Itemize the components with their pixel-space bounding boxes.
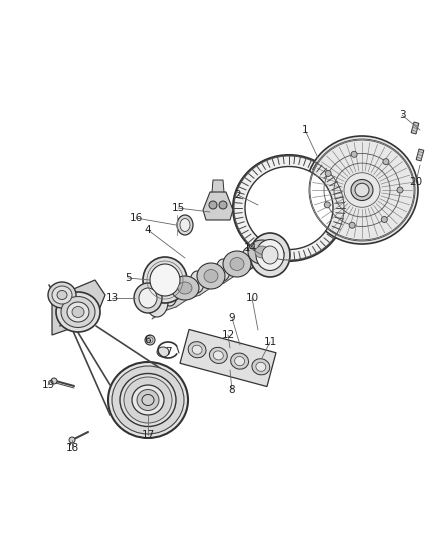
Ellipse shape: [56, 292, 100, 332]
Text: 3: 3: [399, 110, 405, 120]
Ellipse shape: [248, 240, 276, 264]
Ellipse shape: [242, 247, 256, 269]
Ellipse shape: [223, 251, 251, 277]
Text: 2: 2: [235, 190, 241, 200]
Polygon shape: [164, 285, 176, 311]
Text: 19: 19: [41, 380, 55, 390]
Polygon shape: [200, 269, 212, 295]
Ellipse shape: [230, 257, 244, 271]
Ellipse shape: [204, 270, 218, 282]
Ellipse shape: [213, 351, 223, 360]
Ellipse shape: [250, 233, 290, 277]
Text: 9: 9: [229, 313, 235, 323]
Ellipse shape: [188, 342, 206, 358]
Ellipse shape: [245, 166, 333, 249]
Circle shape: [351, 151, 357, 157]
Polygon shape: [152, 293, 164, 319]
Ellipse shape: [108, 362, 188, 438]
Ellipse shape: [233, 155, 345, 261]
Ellipse shape: [265, 236, 279, 258]
Text: 8: 8: [229, 385, 235, 395]
Ellipse shape: [355, 183, 369, 197]
Ellipse shape: [112, 366, 184, 434]
Ellipse shape: [180, 219, 190, 231]
Ellipse shape: [192, 345, 202, 354]
Ellipse shape: [143, 257, 187, 303]
Text: 10: 10: [245, 293, 258, 303]
Ellipse shape: [255, 246, 269, 258]
Circle shape: [324, 202, 330, 208]
Text: 7: 7: [165, 347, 171, 357]
Polygon shape: [224, 257, 236, 283]
Polygon shape: [212, 180, 224, 192]
Ellipse shape: [150, 264, 180, 296]
Polygon shape: [248, 245, 260, 271]
Ellipse shape: [132, 385, 164, 415]
Text: 1: 1: [302, 125, 308, 135]
Ellipse shape: [137, 390, 159, 410]
Ellipse shape: [120, 374, 176, 426]
Polygon shape: [416, 149, 424, 161]
Circle shape: [383, 159, 389, 165]
Ellipse shape: [231, 353, 248, 369]
Text: 13: 13: [106, 293, 119, 303]
Ellipse shape: [252, 359, 270, 375]
Ellipse shape: [134, 283, 162, 313]
Text: 11: 11: [263, 337, 277, 347]
Polygon shape: [411, 122, 419, 134]
Ellipse shape: [67, 302, 89, 322]
Text: 15: 15: [171, 203, 185, 213]
Circle shape: [325, 171, 331, 176]
Ellipse shape: [209, 348, 227, 364]
Ellipse shape: [124, 377, 172, 423]
Ellipse shape: [61, 296, 95, 327]
Ellipse shape: [262, 246, 278, 264]
Polygon shape: [236, 249, 248, 275]
Circle shape: [349, 222, 355, 228]
Ellipse shape: [197, 263, 225, 289]
Circle shape: [381, 216, 387, 222]
Ellipse shape: [163, 284, 177, 306]
Polygon shape: [260, 239, 272, 263]
Ellipse shape: [72, 306, 84, 318]
Circle shape: [145, 335, 155, 345]
Polygon shape: [176, 281, 188, 307]
Text: 12: 12: [221, 330, 235, 340]
Text: 6: 6: [145, 335, 151, 345]
Ellipse shape: [48, 282, 76, 308]
Circle shape: [397, 187, 403, 193]
Circle shape: [69, 437, 75, 443]
Ellipse shape: [235, 357, 244, 366]
Ellipse shape: [190, 271, 204, 293]
Ellipse shape: [256, 362, 266, 372]
Text: 5: 5: [125, 273, 131, 283]
Text: 17: 17: [141, 430, 155, 440]
Polygon shape: [188, 273, 200, 299]
Ellipse shape: [256, 239, 284, 271]
Circle shape: [51, 378, 57, 384]
Ellipse shape: [146, 287, 168, 317]
Ellipse shape: [57, 290, 67, 300]
Text: 20: 20: [410, 177, 423, 187]
Polygon shape: [52, 280, 105, 335]
Polygon shape: [180, 329, 276, 386]
Ellipse shape: [178, 282, 192, 294]
Ellipse shape: [157, 347, 169, 357]
Ellipse shape: [52, 286, 72, 304]
Text: 14: 14: [244, 243, 257, 253]
Circle shape: [219, 201, 227, 209]
Ellipse shape: [306, 136, 418, 244]
Ellipse shape: [351, 180, 373, 200]
Ellipse shape: [216, 259, 230, 281]
Ellipse shape: [142, 394, 154, 406]
Text: 4: 4: [145, 225, 151, 235]
Ellipse shape: [177, 215, 193, 235]
Text: 18: 18: [65, 443, 79, 453]
Circle shape: [209, 201, 217, 209]
Ellipse shape: [171, 276, 199, 300]
Ellipse shape: [139, 288, 157, 308]
Polygon shape: [203, 192, 233, 220]
Text: 16: 16: [129, 213, 143, 223]
Polygon shape: [212, 261, 224, 287]
